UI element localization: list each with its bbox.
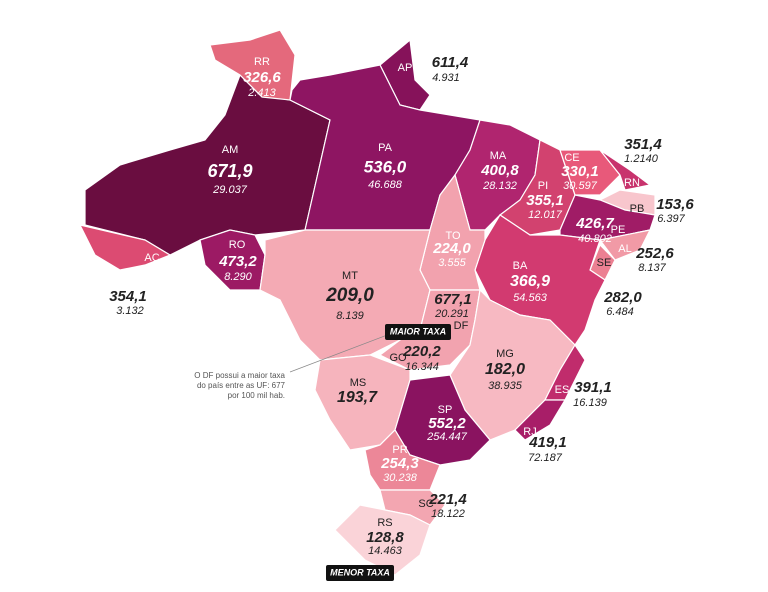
state-abbr: BA [513, 260, 528, 272]
state-rate: 536,0 [364, 157, 407, 176]
state-rate: 671,9 [207, 161, 252, 181]
state-abbr: AM [222, 144, 239, 156]
state-count: 6.397 [657, 213, 685, 225]
state-count: 54.563 [513, 292, 548, 304]
state-abbr: CE [564, 152, 579, 164]
state-abbr: PE [611, 224, 626, 236]
state-abbr: MA [490, 150, 507, 162]
state-rate: 252,6 [635, 245, 674, 262]
state-count: 254.447 [426, 431, 468, 443]
state-rate: 366,9 [510, 273, 550, 290]
state [599, 149, 652, 191]
state-count: 8.290 [224, 271, 252, 283]
state-rate: 355,1 [526, 192, 564, 209]
state-abbr: PR [392, 444, 407, 456]
state-count: 12.017 [528, 209, 563, 221]
state-rate: 220,2 [402, 343, 441, 360]
state-count: 3.132 [116, 305, 144, 317]
state-abbr: RR [254, 56, 270, 68]
state-count: 28.132 [482, 180, 517, 192]
state-rate: 552,2 [428, 415, 466, 432]
state-abbr: TO [445, 230, 461, 242]
state-rate: 677,1 [434, 291, 472, 308]
state-rate: 153,6 [656, 196, 694, 213]
state-rate: 473,2 [218, 253, 257, 270]
state-count: 30.597 [563, 180, 598, 192]
state [78, 224, 172, 271]
min-label: MENOR TAXA [330, 567, 390, 577]
state-count: 16.139 [573, 397, 607, 409]
state-abbr: MG [496, 348, 514, 360]
state-abbr: RS [377, 517, 392, 529]
state-abbr: RN [624, 177, 640, 189]
note-line: do país entre as UF: 677 [197, 381, 286, 390]
state-rate: 400,8 [480, 162, 519, 179]
state-abbr: PB [630, 203, 645, 215]
state [598, 229, 652, 261]
state-abbr: SC [418, 498, 433, 510]
state-rate: 426,7 [575, 215, 614, 232]
states-layer [78, 29, 656, 576]
state-rate: 221,4 [428, 491, 467, 508]
state-rate: 326,6 [243, 69, 281, 86]
state-count: 14.463 [368, 545, 403, 557]
state-abbr: ES [555, 384, 570, 396]
state [364, 429, 441, 491]
state-abbr: AP [398, 62, 413, 74]
state-count: 1.2140 [624, 153, 659, 165]
state-count: 6.484 [606, 306, 634, 318]
state-count: 2.413 [247, 87, 276, 99]
state [514, 399, 567, 441]
state-rate: 224,0 [432, 240, 471, 257]
state-rate: 354,1 [109, 288, 147, 305]
state-abbr: GO [389, 352, 407, 364]
max-badge [385, 324, 451, 340]
state-rate: 330,1 [561, 163, 599, 180]
state-count: 18.122 [431, 508, 465, 520]
state-count: 72.187 [528, 452, 563, 464]
state-abbr: SP [438, 404, 453, 416]
state-abbr: RO [229, 239, 246, 251]
state-count: 40.802 [578, 233, 612, 245]
state-rate: 351,4 [624, 136, 662, 153]
state-abbr: MS [350, 377, 367, 389]
note-line: por 100 mil hab. [228, 391, 285, 400]
state-rate: 254,3 [380, 455, 419, 472]
max-label: MAIOR TAXA [390, 326, 446, 336]
state-rate: 209,0 [325, 285, 374, 306]
state-abbr: MT [342, 270, 358, 282]
state-abbr: AC [144, 252, 159, 264]
state-rate: 182,0 [485, 361, 525, 378]
state-count: 16.344 [405, 361, 439, 373]
state-count: 46.688 [368, 179, 403, 191]
min-badge [326, 565, 394, 581]
state-count: 20.291 [434, 308, 469, 320]
state-count: 3.555 [438, 257, 466, 269]
note-line: O DF possui a maior taxa [194, 371, 285, 380]
state-rate: 193,7 [337, 389, 378, 406]
state-rate: 611,4 [432, 54, 469, 71]
state-count: 30.238 [383, 472, 418, 484]
state-count: 8.137 [638, 262, 666, 274]
state-count: 8.139 [336, 310, 364, 322]
state-abbr: DF [454, 320, 469, 332]
leader-line [289, 331, 396, 373]
state-count: 29.037 [212, 184, 248, 196]
state-count: 38.935 [488, 380, 523, 392]
state-abbr: PI [538, 180, 548, 192]
state-rate: 128,8 [366, 529, 404, 546]
state-abbr: SE [597, 257, 612, 269]
state-abbr: PA [378, 142, 393, 154]
state-rate: 419,1 [528, 434, 567, 451]
state [559, 149, 621, 196]
state-count: 4.931 [432, 72, 460, 84]
state-abbr: RJ [523, 426, 536, 438]
state-rate: 282,0 [603, 289, 642, 306]
state-rate: 391,1 [574, 379, 612, 396]
state-abbr: AL [618, 243, 631, 255]
